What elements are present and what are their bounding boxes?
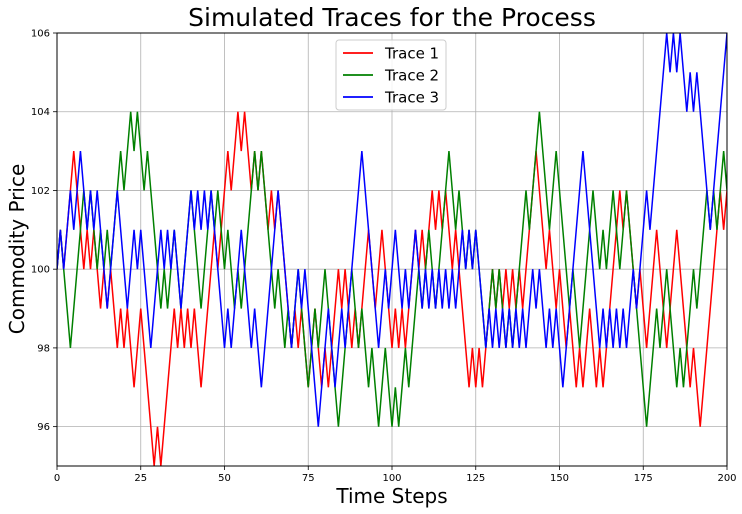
x-tick-label: 100 bbox=[382, 473, 401, 484]
y-tick-label: 106 bbox=[31, 29, 50, 40]
x-tick-label: 75 bbox=[302, 473, 315, 484]
x-tick-label: 0 bbox=[54, 473, 60, 484]
x-tick-label: 200 bbox=[717, 473, 736, 484]
x-tick-label: 125 bbox=[466, 473, 485, 484]
series-layer bbox=[57, 33, 727, 466]
legend-box bbox=[335, 39, 447, 111]
y-tick-label: 100 bbox=[31, 265, 50, 276]
y-tick-label: 104 bbox=[31, 107, 50, 118]
series-line-trace-2 bbox=[57, 111, 727, 427]
x-axis-label: Time Steps bbox=[335, 484, 447, 508]
series-line-trace-3 bbox=[57, 33, 727, 427]
legend-label-trace-2: Trace 2 bbox=[384, 67, 439, 85]
x-tick-label: 50 bbox=[218, 473, 231, 484]
x-tick-label: 25 bbox=[134, 473, 147, 484]
x-tick-label: 175 bbox=[634, 473, 653, 484]
legend-label-trace-3: Trace 3 bbox=[384, 89, 439, 107]
legend-label-trace-1: Trace 1 bbox=[384, 45, 439, 63]
x-tick-label: 150 bbox=[550, 473, 569, 484]
series-line-trace-1 bbox=[57, 111, 727, 466]
y-tick-label: 96 bbox=[37, 422, 50, 433]
y-axis-label: Commodity Price bbox=[5, 164, 29, 334]
ticks: 0 25 50 75 100 125 150 175 200 96 98 100 102 104 106 bbox=[31, 29, 737, 485]
y-tick-label: 102 bbox=[31, 186, 50, 197]
legend: Trace 1 Trace 2 Trace 3 bbox=[335, 39, 447, 111]
y-tick-label: 98 bbox=[37, 343, 50, 354]
chart-title: Simulated Traces for the Process bbox=[188, 3, 596, 32]
